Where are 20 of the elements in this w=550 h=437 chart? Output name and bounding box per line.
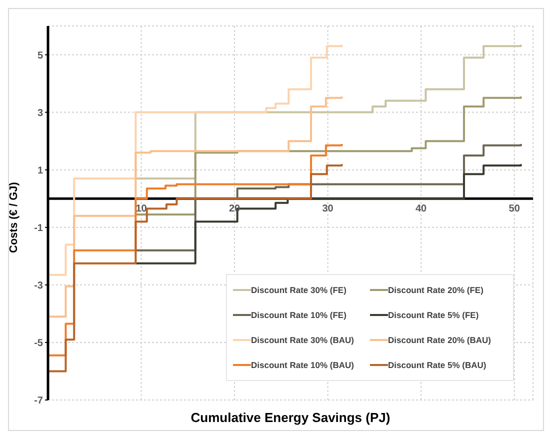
x-tick-label: 30 xyxy=(322,204,334,215)
y-tick-label: -3 xyxy=(34,280,44,292)
legend-label: Discount Rate 10% (FE) xyxy=(251,310,346,320)
legend-label: Discount Rate 10% (BAU) xyxy=(251,360,354,370)
x-tick-label: 50 xyxy=(508,204,520,215)
y-tick-label: -5 xyxy=(34,338,44,350)
legend-label: Discount Rate 5% (FE) xyxy=(388,310,479,320)
x-tick-label: 40 xyxy=(416,204,428,215)
legend-label: Discount Rate 30% (BAU) xyxy=(251,335,354,345)
y-tick-label: -1 xyxy=(34,222,44,234)
legend-label: Discount Rate 5% (BAU) xyxy=(388,360,486,370)
y-tick-label: 5 xyxy=(37,50,44,62)
legend-label: Discount Rate 20% (FE) xyxy=(388,285,484,295)
y-tick-label: -7 xyxy=(34,396,44,407)
y-tick-label: 3 xyxy=(37,108,44,119)
x-axis-title: Cumulative Energy Savings (PJ) xyxy=(190,410,390,425)
y-tick-label: 1 xyxy=(37,165,44,176)
y-axis-title: Costs (€ / GJ) xyxy=(8,182,20,253)
legend-label: Discount Rate 20% (BAU) xyxy=(388,335,491,345)
legend-label: Discount Rate 30% (FE) xyxy=(251,285,346,295)
